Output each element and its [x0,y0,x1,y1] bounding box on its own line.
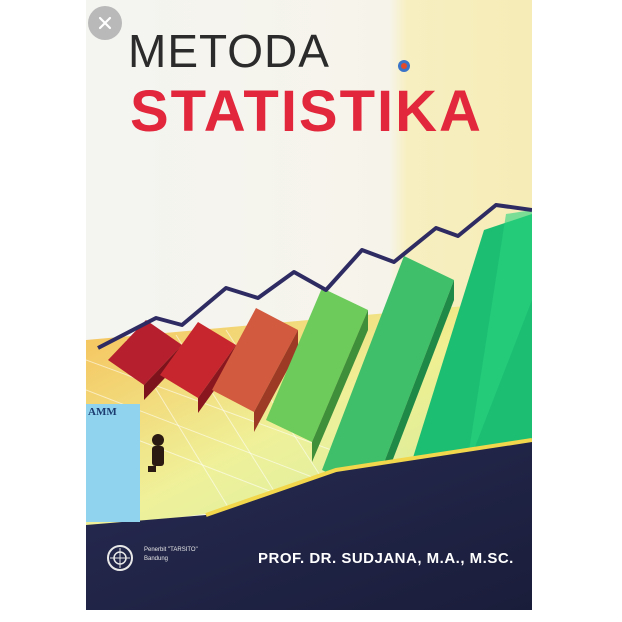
author-name: PROF. DR. SUDJANA, M.A., M.SC. [258,550,514,567]
side-book-label: AMM [88,406,117,418]
close-icon [98,16,112,30]
green-bar-1 [266,288,368,462]
green-bar-3 [406,210,532,480]
title-line2: STATISTIKA [130,79,483,144]
book-cover: AMM METODA STATISTIKA Penerbit "TARSITO"… [86,0,532,610]
publisher-line2: Bandung [144,556,169,562]
close-button[interactable] [88,6,122,40]
figure-illustration [148,434,164,472]
green-bar-2 [322,256,454,514]
title-line1: METODA [128,25,330,77]
publisher-text: Penerbit "TARSITO" Bandung [144,546,198,564]
cover-artwork [86,0,532,610]
orange-bar [212,308,298,432]
red-bar-2 [160,322,236,413]
publisher-logo-icon [107,545,133,571]
side-book-image [86,404,140,522]
publisher-line1: Penerbit "TARSITO" [144,547,198,553]
